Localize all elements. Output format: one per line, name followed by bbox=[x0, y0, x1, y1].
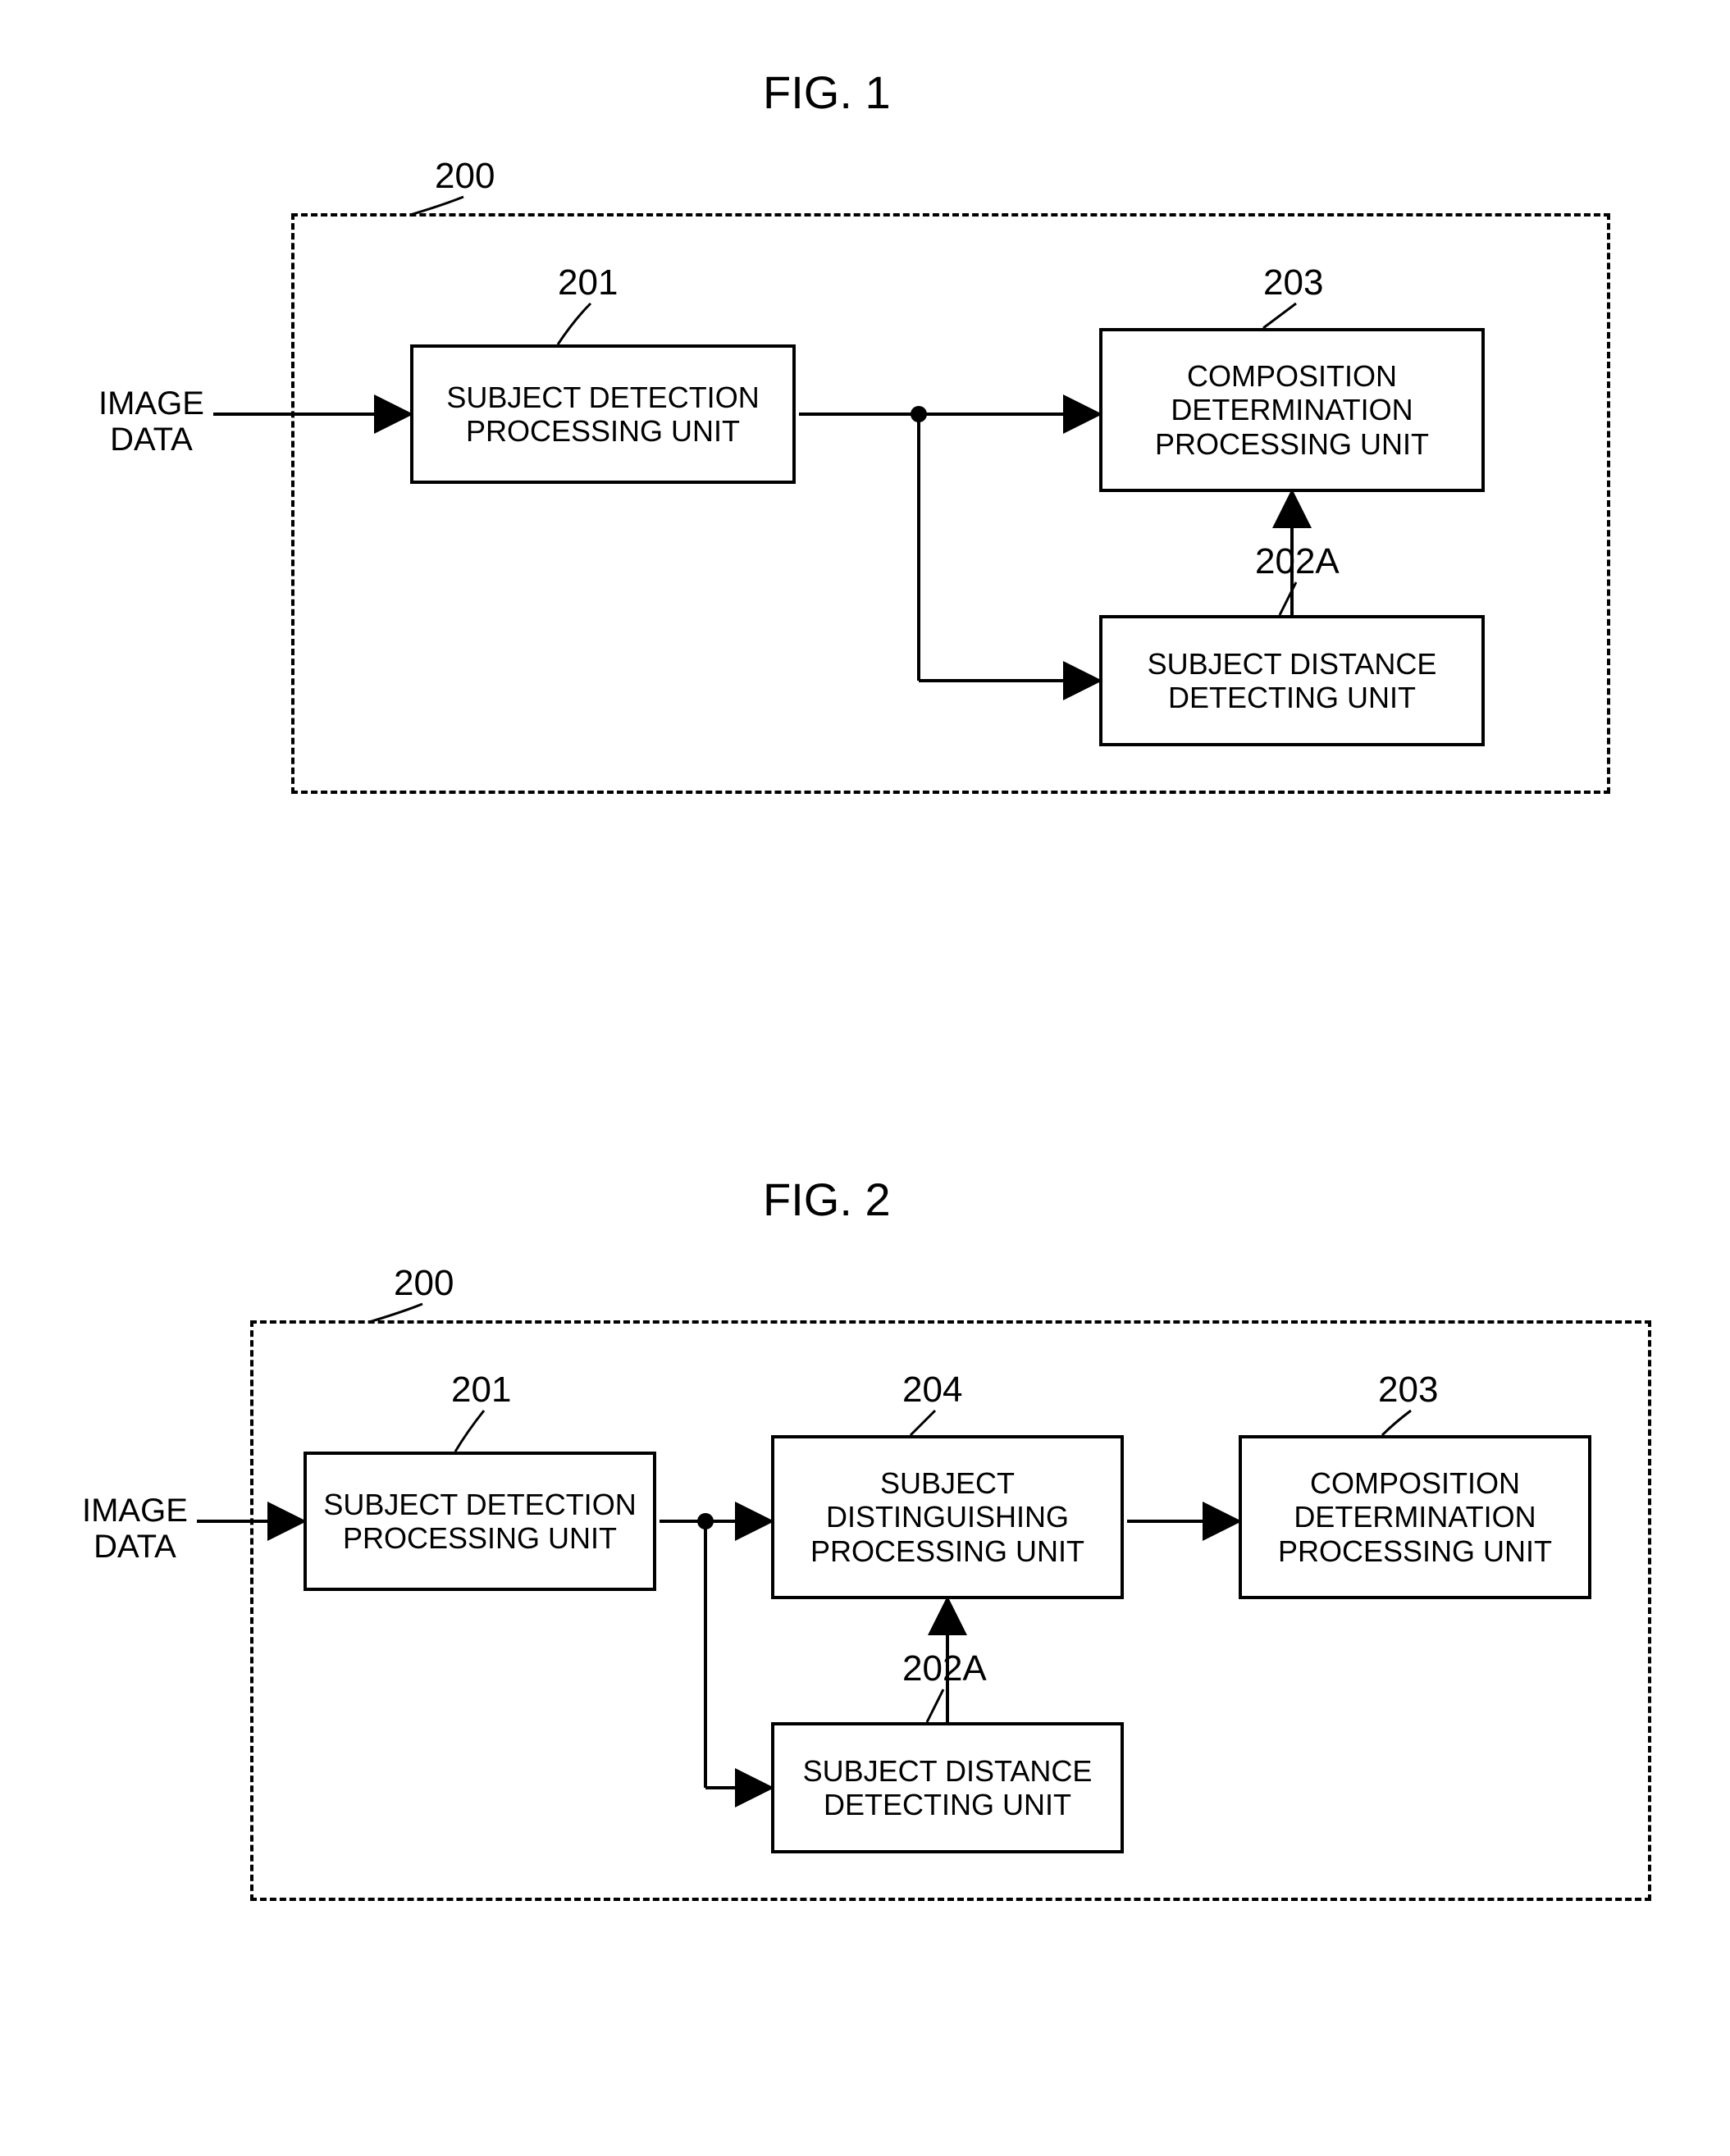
fig1-block-203: COMPOSITION DETERMINATION PROCESSING UNI… bbox=[1099, 328, 1485, 492]
fig2-block-203: COMPOSITION DETERMINATION PROCESSING UNI… bbox=[1239, 1435, 1591, 1599]
page: FIG. 1 200 IMAGE DATA 201 SUBJECT DETECT… bbox=[0, 0, 1730, 2156]
fig1-container-ref: 200 bbox=[435, 156, 495, 197]
fig2-block-204: SUBJECT DISTINGUISHING PROCESSING UNIT bbox=[771, 1435, 1124, 1599]
fig1-ref-202a: 202A bbox=[1255, 541, 1340, 582]
fig2-block-202a: SUBJECT DISTANCE DETECTING UNIT bbox=[771, 1722, 1124, 1853]
fig2-title: FIG. 2 bbox=[763, 1173, 891, 1226]
fig2-ref-203: 203 bbox=[1378, 1370, 1438, 1411]
fig2-input-label: IMAGE DATA bbox=[82, 1493, 188, 1565]
fig2-block-201: SUBJECT DETECTION PROCESSING UNIT bbox=[304, 1452, 656, 1591]
fig2-container-ref: 200 bbox=[394, 1263, 454, 1304]
fig1-ref-201: 201 bbox=[558, 262, 618, 303]
fig1-block-201: SUBJECT DETECTION PROCESSING UNIT bbox=[410, 344, 796, 484]
fig2-ref-202a: 202A bbox=[902, 1648, 987, 1689]
fig1-title: FIG. 1 bbox=[763, 66, 891, 119]
fig2-ref-201: 201 bbox=[451, 1370, 511, 1411]
fig1-block-202a: SUBJECT DISTANCE DETECTING UNIT bbox=[1099, 615, 1485, 746]
fig1-ref-203: 203 bbox=[1263, 262, 1323, 303]
fig1-input-label: IMAGE DATA bbox=[98, 385, 204, 458]
fig2-ref-204: 204 bbox=[902, 1370, 962, 1411]
